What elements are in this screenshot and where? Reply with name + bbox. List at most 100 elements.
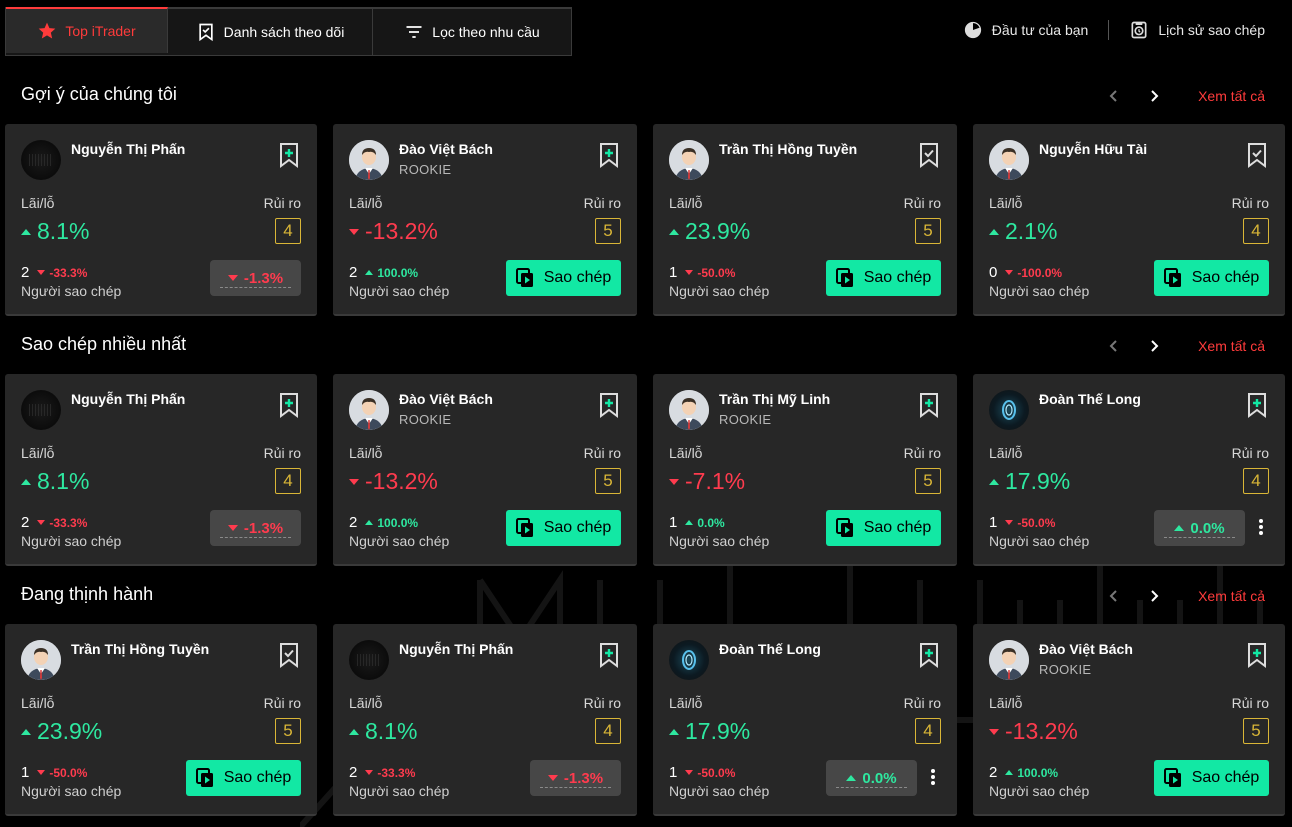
section-nav: Xem tất cả	[1104, 586, 1265, 606]
copy-button[interactable]: Sao chép	[826, 260, 941, 296]
trader-card[interactable]: Đoàn Thế Long Lãi/lỗ Rủi ro 17.9% 4 1 -5…	[973, 374, 1285, 566]
performance-pill[interactable]: -1.3%	[530, 760, 621, 796]
performance-pill[interactable]: -1.3%	[210, 510, 301, 546]
bookmark-check-icon	[199, 23, 213, 42]
copiers-count: 2 100.0%	[989, 764, 1058, 781]
copiers-label: Người sao chép	[989, 783, 1090, 799]
next-button[interactable]	[1144, 86, 1164, 106]
risk-score: 4	[275, 218, 301, 244]
copy-button[interactable]: Sao chép	[1154, 260, 1269, 296]
risk-label: Rủi ro	[1231, 195, 1269, 211]
previous-button[interactable]	[1104, 336, 1124, 356]
performance-value: 0.0%	[1190, 519, 1225, 537]
more-options-button[interactable]	[1257, 516, 1265, 538]
copiers-change: 0.0%	[685, 516, 725, 530]
more-options-button[interactable]	[929, 766, 937, 788]
tab-top-itrader[interactable]: Top iTrader	[6, 7, 168, 53]
arrow-up-icon	[21, 728, 31, 735]
bookmark-checked-icon[interactable]	[277, 642, 301, 668]
profit-loss-value: 17.9%	[669, 718, 750, 745]
profit-loss-text: 8.1%	[37, 218, 90, 244]
copy-button[interactable]: Sao chép	[506, 260, 621, 296]
copy-button-label: Sao chép	[543, 269, 612, 286]
profit-loss-label: Lãi/lỗ	[349, 195, 383, 211]
trader-card[interactable]: Trần Thị Hồng Tuyền Lãi/lỗ Rủi ro 23.9% …	[5, 624, 317, 816]
copiers-number: 1	[669, 764, 678, 781]
copiers-label: Người sao chép	[989, 283, 1090, 299]
profit-loss-value: -13.2%	[349, 218, 438, 245]
trader-card[interactable]: Đào Việt Bách ROOKIE Lãi/lỗ Rủi ro -13.2…	[333, 124, 637, 316]
trader-card[interactable]: Nguyễn Thị Phấn Lãi/lỗ Rủi ro 8.1% 4 2 -…	[5, 374, 317, 566]
trader-name: Trần Thị Mỹ Linh	[719, 391, 831, 407]
see-all-link[interactable]: Xem tất cả	[1198, 88, 1265, 104]
trader-card[interactable]: Nguyễn Hữu Tài Lãi/lỗ Rủi ro 2.1% 4 0 -1…	[973, 124, 1285, 316]
trader-card[interactable]: Trần Thị Hồng Tuyền Lãi/lỗ Rủi ro 23.9% …	[653, 124, 957, 316]
copiers-label: Người sao chép	[669, 783, 770, 799]
trader-card[interactable]: Nguyễn Thị Phấn Lãi/lỗ Rủi ro 8.1% 4 2 -…	[5, 124, 317, 316]
copiers-label: Người sao chép	[349, 783, 450, 799]
trader-card[interactable]: Nguyễn Thị Phấn Lãi/lỗ Rủi ro 8.1% 4 2 -…	[333, 624, 637, 816]
bookmark-add-icon[interactable]	[1245, 392, 1269, 418]
copy-button-label: Sao chép	[863, 269, 932, 286]
copiers-number: 2	[349, 764, 358, 781]
copy-play-icon	[835, 268, 853, 287]
copy-button[interactable]: Sao chép	[826, 510, 941, 546]
bookmark-add-icon[interactable]	[917, 392, 941, 418]
bookmark-add-icon[interactable]	[597, 392, 621, 418]
trader-card[interactable]: Đào Việt Bách ROOKIE Lãi/lỗ Rủi ro -13.2…	[973, 624, 1285, 816]
profit-loss-value: 17.9%	[989, 468, 1070, 495]
see-all-link[interactable]: Xem tất cả	[1198, 338, 1265, 354]
bookmark-checked-icon[interactable]	[917, 142, 941, 168]
section: Sao chép nhiều nhất Xem tất cả Nguyễn Th…	[0, 334, 1292, 574]
arrow-up-icon	[846, 775, 857, 781]
copy-button[interactable]: Sao chép	[1154, 760, 1269, 796]
arrow-up-icon	[685, 520, 694, 525]
bookmark-add-icon[interactable]	[597, 642, 621, 668]
next-button[interactable]	[1144, 586, 1164, 606]
bookmark-add-icon[interactable]	[917, 642, 941, 668]
copy-history-link[interactable]: Lịch sử sao chép	[1129, 20, 1265, 40]
profit-loss-value: 23.9%	[21, 718, 102, 745]
your-investment-label: Đầu tư của bạn	[991, 22, 1089, 38]
chevron-right-icon	[1151, 340, 1159, 352]
copiers-number: 2	[989, 764, 998, 781]
next-button[interactable]	[1144, 336, 1164, 356]
bookmark-add-icon[interactable]	[277, 392, 301, 418]
trader-card[interactable]: Đào Việt Bách ROOKIE Lãi/lỗ Rủi ro -13.2…	[333, 374, 637, 566]
section-title: Sao chép nhiều nhất	[21, 334, 187, 354]
profit-loss-text: 23.9%	[685, 218, 751, 244]
copy-button[interactable]: Sao chép	[506, 510, 621, 546]
copiers-count: 2 -33.3%	[21, 264, 87, 281]
copiers-change-text: -100.0%	[1017, 265, 1063, 280]
copy-play-icon	[515, 268, 533, 287]
copiers-label: Người sao chép	[21, 283, 122, 299]
copy-button[interactable]: Sao chép	[186, 760, 301, 796]
bookmark-add-icon[interactable]	[597, 142, 621, 168]
performance-pill[interactable]: 0.0%	[826, 760, 917, 796]
bookmark-add-icon[interactable]	[1245, 642, 1269, 668]
arrow-up-icon	[365, 520, 374, 525]
arrow-up-icon	[1174, 525, 1185, 531]
risk-score: 4	[1243, 468, 1269, 494]
previous-button[interactable]	[1104, 86, 1124, 106]
bookmark-checked-icon[interactable]	[1245, 142, 1269, 168]
person-avatar-icon	[989, 640, 1029, 680]
tab-filter[interactable]: Lọc theo nhu cầu	[373, 9, 571, 55]
see-all-link[interactable]: Xem tất cả	[1198, 588, 1265, 604]
copiers-change-text: -50.0%	[1017, 515, 1056, 530]
performance-pill[interactable]: -1.3%	[210, 260, 301, 296]
copy-play-icon	[1163, 768, 1181, 787]
previous-button[interactable]	[1104, 586, 1124, 606]
copiers-change-text: -33.3%	[49, 265, 88, 280]
copiers-change-text: -50.0%	[697, 765, 736, 780]
tab-watchlist[interactable]: Danh sách theo dõi	[168, 9, 373, 55]
trader-card[interactable]: Trần Thị Mỹ Linh ROOKIE Lãi/lỗ Rủi ro -7…	[653, 374, 957, 566]
trader-card[interactable]: Đoàn Thế Long Lãi/lỗ Rủi ro 17.9% 4 1 -5…	[653, 624, 957, 816]
bookmark-add-icon[interactable]	[277, 142, 301, 168]
copiers-label: Người sao chép	[989, 533, 1090, 549]
trader-name: Nguyễn Thị Phấn	[71, 141, 186, 157]
your-investment-link[interactable]: Đầu tư của bạn	[963, 20, 1089, 40]
person-avatar-icon	[21, 640, 61, 680]
performance-pill[interactable]: 0.0%	[1154, 510, 1245, 546]
arrow-down-icon	[365, 770, 374, 775]
